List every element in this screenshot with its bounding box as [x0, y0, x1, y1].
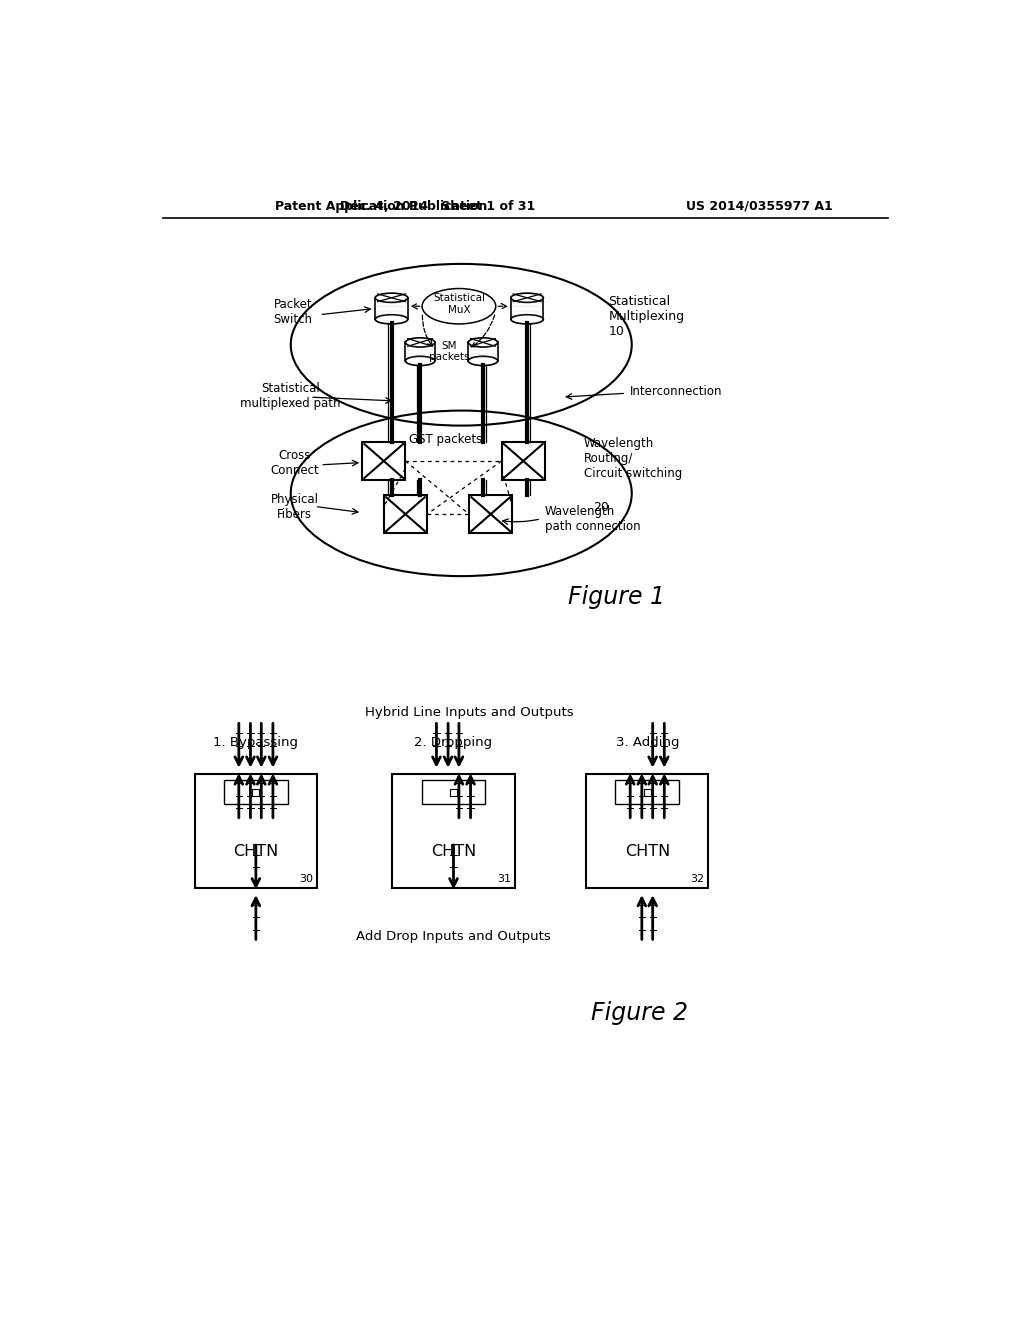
Text: Statistical
multiplexed path: Statistical multiplexed path [241, 381, 341, 409]
Text: CHTN: CHTN [431, 843, 476, 859]
Bar [362, 442, 406, 480]
Bar [195, 775, 317, 888]
Bar [384, 495, 427, 533]
Text: Dec. 4, 2014   Sheet 1 of 31: Dec. 4, 2014 Sheet 1 of 31 [340, 199, 536, 213]
Text: Hybrid Line Inputs and Outputs: Hybrid Line Inputs and Outputs [365, 706, 573, 719]
Bar [469, 495, 512, 533]
Text: 32: 32 [690, 874, 705, 884]
Text: US 2014/0355977 A1: US 2014/0355977 A1 [686, 199, 833, 213]
Text: Figure 1: Figure 1 [567, 585, 665, 610]
Bar [252, 788, 259, 796]
Ellipse shape [511, 293, 544, 302]
Ellipse shape [375, 293, 408, 302]
Bar [615, 780, 679, 804]
Text: 2. Dropping: 2. Dropping [415, 735, 493, 748]
Text: Wavelength
path connection: Wavelength path connection [545, 504, 641, 533]
Text: Packet
Switch: Packet Switch [273, 298, 312, 326]
Text: CHTN: CHTN [233, 843, 279, 859]
Text: SM
packets: SM packets [429, 341, 470, 363]
Text: 30: 30 [299, 874, 313, 884]
Bar [224, 780, 288, 804]
Text: Statistical
MuX: Statistical MuX [433, 293, 485, 314]
Text: Interconnection: Interconnection [630, 385, 723, 399]
Text: Cross
Connect: Cross Connect [270, 449, 319, 478]
Bar [422, 780, 485, 804]
Ellipse shape [406, 338, 435, 347]
Text: 31: 31 [497, 874, 511, 884]
Ellipse shape [375, 314, 408, 323]
Ellipse shape [468, 338, 498, 347]
Bar [502, 442, 545, 480]
Text: 20: 20 [593, 500, 609, 513]
Text: Figure 2: Figure 2 [591, 1001, 688, 1026]
Ellipse shape [406, 356, 435, 366]
Text: 1. Bypassing: 1. Bypassing [213, 735, 298, 748]
Text: 3. Adding: 3. Adding [615, 735, 679, 748]
Bar [586, 775, 709, 888]
Text: Add Drop Inputs and Outputs: Add Drop Inputs and Outputs [356, 929, 551, 942]
Bar [392, 775, 515, 888]
Bar [450, 788, 457, 796]
Text: Patent Application Publication: Patent Application Publication [275, 199, 487, 213]
Text: Physical
Fibers: Physical Fibers [270, 494, 318, 521]
Bar [644, 788, 650, 796]
Text: Statistical
Multiplexing
10: Statistical Multiplexing 10 [608, 294, 685, 338]
Ellipse shape [468, 356, 498, 366]
Ellipse shape [422, 289, 496, 323]
Text: CHTN: CHTN [625, 843, 670, 859]
Text: GST packets: GST packets [410, 433, 482, 446]
Ellipse shape [511, 314, 544, 323]
Text: Wavelength
Routing/
Circuit switching: Wavelength Routing/ Circuit switching [584, 437, 682, 480]
